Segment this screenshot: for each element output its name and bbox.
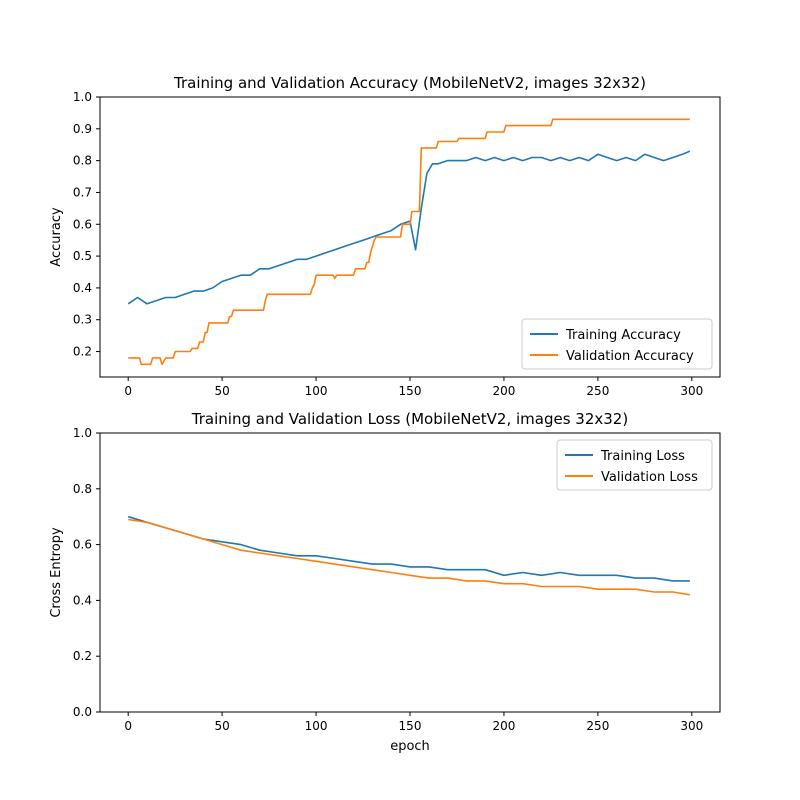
x-tick-label: 100 [305,719,328,733]
x-tick-label: 0 [124,719,132,733]
legend-label: Training Accuracy [565,328,681,343]
chart-title: Training and Validation Loss (MobileNetV… [191,410,628,428]
y-tick-label: 0.8 [73,154,92,168]
x-tick-label: 300 [680,384,703,398]
legend-label: Training Loss [600,449,685,464]
legend-box [556,439,713,491]
legend-label: Validation Loss [601,470,698,485]
y-tick-label: 0.7 [73,185,92,199]
x-tick-label: 250 [586,719,609,733]
x-tick-label: 0 [124,384,132,398]
y-tick-label: 0.6 [73,217,92,231]
y-tick-label: 0.3 [73,313,92,327]
y-axis-label: Cross Entropy [49,527,64,618]
x-tick-label: 50 [214,384,229,398]
x-tick-label: 100 [305,384,328,398]
chart-panel-2: Training and Validation Loss (MobileNetV… [49,410,721,754]
y-tick-label: 0.5 [73,249,92,263]
legend-box [521,318,713,370]
y-tick-label: 0.8 [73,482,92,496]
y-tick-label: 0.0 [73,705,92,719]
y-tick-label: 0.4 [73,281,92,295]
y-tick-label: 0.9 [73,122,92,136]
x-tick-label: 200 [492,719,515,733]
x-tick-label: 150 [399,719,422,733]
series-line-2 [128,518,691,596]
x-tick-label: 300 [680,719,703,733]
legend: Training Accuracy Validation Accuracy [521,318,713,370]
series-line-2 [128,118,690,366]
y-tick-label: 0.6 [73,538,92,552]
y-tick-label: 1.0 [73,90,92,104]
legend-label: Validation Accuracy [566,349,694,364]
legend: Training Loss Validation Loss [556,439,713,491]
chart-panel-1: Training and Validation Accuracy (Mobile… [49,74,721,398]
x-tick-label: 150 [399,384,422,398]
series-line-1 [127,150,691,305]
x-tick-label: 50 [214,719,229,733]
x-axis-label: epoch [390,739,430,754]
y-tick-label: 0.2 [73,345,92,359]
y-tick-label: 0.2 [73,649,92,663]
chart-title: Training and Validation Accuracy (Mobile… [173,74,646,92]
y-tick-label: 1.0 [73,426,92,440]
y-tick-label: 0.4 [73,593,92,607]
x-tick-label: 200 [492,384,515,398]
y-axis-label: Accuracy [49,207,64,267]
series-line-1 [127,515,690,582]
x-tick-label: 250 [586,384,609,398]
